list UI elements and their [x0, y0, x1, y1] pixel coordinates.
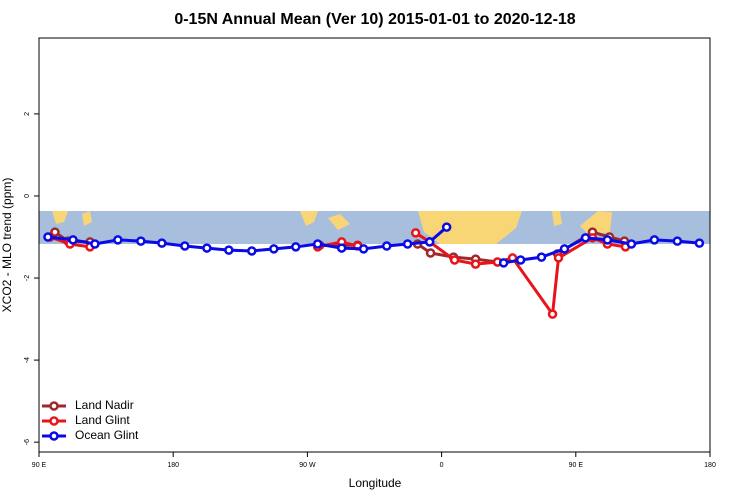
data-point: [547, 309, 558, 319]
data-point: [68, 235, 78, 245]
legend-marker: [49, 401, 59, 411]
land: [328, 214, 350, 230]
data-point: [381, 241, 392, 251]
legend-marker: [49, 431, 59, 441]
y-tick-label: 0: [24, 194, 31, 198]
data-point: [580, 233, 591, 243]
x-tick-label: 90 E: [32, 462, 47, 469]
data-point: [291, 242, 301, 252]
series-line: [414, 231, 626, 319]
data-point: [410, 228, 421, 238]
y-axis-label: XCO2 - MLO trend (ppm): [0, 178, 14, 313]
data-point: [498, 258, 509, 268]
series-line: [503, 236, 700, 265]
data-point: [43, 232, 53, 242]
data-point: [649, 235, 660, 245]
data-point: [672, 236, 683, 246]
data-point: [449, 255, 460, 265]
x-tick-label: 90 W: [299, 462, 316, 469]
land: [580, 211, 612, 236]
legend-label: Land Glint: [75, 413, 130, 427]
y-tick-label: -2: [24, 275, 31, 281]
data-point: [694, 238, 705, 248]
data-point: [424, 237, 435, 247]
data-point: [312, 239, 323, 249]
data-point: [180, 241, 190, 251]
data-point: [269, 244, 279, 254]
data-point: [470, 259, 481, 269]
data-point: [202, 243, 212, 253]
x-tick-label: 0: [440, 462, 444, 469]
data-point: [157, 238, 167, 248]
map-strip: [39, 211, 710, 244]
data-point: [536, 252, 547, 262]
y-tick-label: -6: [24, 439, 31, 445]
y-tick-label: 2: [24, 112, 31, 116]
legend-label: Land Nadir: [75, 398, 134, 412]
data-point: [553, 253, 564, 263]
land: [552, 211, 562, 226]
data-point: [136, 236, 146, 246]
legend-marker: [49, 416, 59, 426]
data-point: [441, 222, 452, 232]
data-point: [425, 248, 436, 258]
data-point: [402, 239, 413, 249]
land: [300, 211, 318, 226]
x-tick-label: 180: [167, 462, 179, 469]
data-point: [336, 243, 347, 253]
data-point: [224, 245, 234, 255]
land: [418, 211, 522, 244]
data-point: [559, 244, 570, 254]
x-axis-label: Longitude: [349, 476, 402, 490]
data-point: [602, 235, 613, 245]
data-point: [515, 255, 526, 265]
plot-frame: [38, 37, 711, 453]
data-point: [247, 246, 257, 256]
y-tick-label: -4: [24, 357, 31, 363]
data-point: [90, 239, 100, 249]
land: [82, 211, 92, 226]
chart-title: 0-15N Annual Mean (Ver 10) 2015-01-01 to…: [174, 11, 575, 28]
x-tick-label: 180: [704, 462, 716, 469]
data-point: [113, 235, 123, 245]
data-point: [626, 239, 637, 249]
land: [52, 211, 68, 224]
data-point: [358, 244, 369, 254]
legend-label: Ocean Glint: [75, 428, 139, 442]
x-tick-label: 90 E: [569, 462, 584, 469]
